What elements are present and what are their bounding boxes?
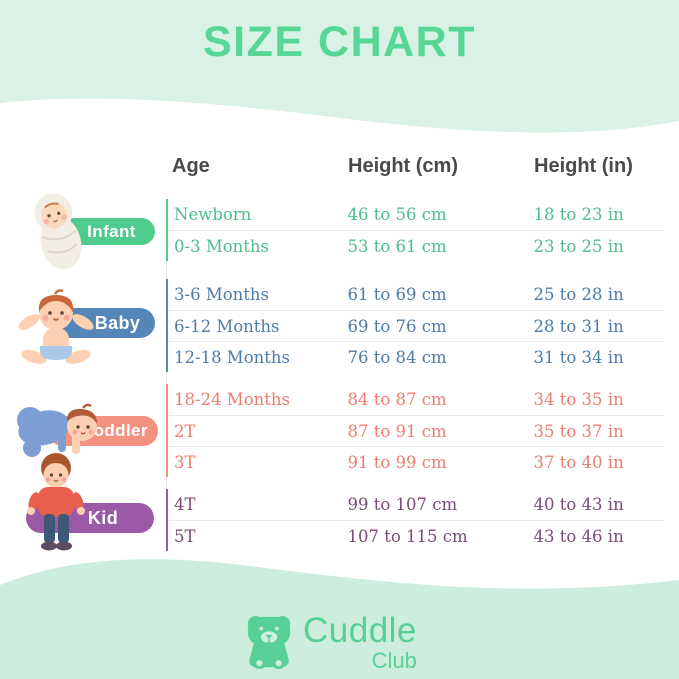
teddy-bear-icon xyxy=(247,615,291,669)
table-cell: 43 to 46 in xyxy=(533,526,624,546)
baby-badge-label: Baby xyxy=(94,312,141,333)
size-group-toddler: 18-24 Months 84 to 87 cm 34 to 35 in 2T 87 t… xyxy=(166,384,664,477)
table-row: 12-18 Months 76 to 84 cm 31 to 34 in xyxy=(168,341,664,372)
table-cell: 18-24 Months xyxy=(174,390,290,409)
column-header-height-in: Height (in) xyxy=(534,154,633,177)
table-cell: Newborn xyxy=(174,205,252,224)
table-header-row: Age Height (cm) Height (in) xyxy=(166,146,662,186)
size-group-kid: 4T 99 to 107 cm 40 to 43 in 5T 107 to 115 cm… xyxy=(166,489,664,551)
table-row: 0-3 Months 53 to 61 cm 23 to 25 in xyxy=(168,230,664,261)
table-cell: 35 to 37 in xyxy=(533,421,624,441)
table-cell: 25 to 28 in xyxy=(533,285,624,304)
table-row: 18-24 Months 84 to 87 cm 34 to 35 in xyxy=(168,384,664,415)
swaddled-infant-illustration xyxy=(34,193,82,270)
table-cell: 84 to 87 cm xyxy=(347,390,447,409)
table-cell: 46 to 56 cm xyxy=(347,205,447,224)
table-cell: 37 to 40 in xyxy=(533,452,624,472)
table-row: 6-12 Months 69 to 76 cm 28 to 31 in xyxy=(168,310,664,341)
brand-name: Cuddle Club xyxy=(303,613,417,672)
table-row: 3-6 Months 61 to 69 cm 25 to 28 in xyxy=(168,279,664,310)
table-cell: 3-6 Months xyxy=(174,285,269,304)
column-header-age: Age xyxy=(172,154,210,177)
brand-logo: Cuddle Club xyxy=(243,613,417,672)
table-cell: 23 to 25 in xyxy=(533,236,624,256)
table-cell: 87 to 91 cm xyxy=(347,421,447,441)
toddler-badge-label: Toddler xyxy=(84,421,148,440)
table-cell: 28 to 31 in xyxy=(533,316,624,336)
table-cell: 61 to 69 cm xyxy=(347,285,447,304)
table-cell: 40 to 43 in xyxy=(533,495,624,514)
table-cell: 4T xyxy=(174,495,196,514)
table-cell: 0-3 Months xyxy=(174,236,269,256)
table-cell: 107 to 115 cm xyxy=(347,526,468,546)
table-cell: 31 to 34 in xyxy=(533,347,624,367)
table-cell: 18 to 23 in xyxy=(533,205,624,224)
page-title: SIZE CHART xyxy=(203,18,476,66)
standing-kid-illustration xyxy=(27,453,85,551)
kid-badge-label: Kid xyxy=(87,507,119,528)
table-row: 4T 99 to 107 cm 40 to 43 in xyxy=(168,489,664,520)
table-cell: 99 to 107 cm xyxy=(347,495,458,514)
table-cell: 5T xyxy=(174,526,196,546)
infant-badge-label: Infant xyxy=(87,221,136,241)
table-cell: 6-12 Months xyxy=(174,316,280,336)
table-left-rule xyxy=(166,199,167,551)
column-header-height-cm: Height (cm) xyxy=(348,154,458,177)
crawling-toddler-illustration xyxy=(17,403,97,457)
table-row: Newborn 46 to 56 cm 18 to 23 in xyxy=(168,199,664,230)
size-group-infant: Newborn 46 to 56 cm 18 to 23 in 0-3 Months 5… xyxy=(166,199,664,261)
table-row: 5T 107 to 115 cm 43 to 46 in xyxy=(168,520,664,551)
table-cell: 2T xyxy=(174,421,196,441)
size-group-baby: 3-6 Months 61 to 69 cm 25 to 28 in 6-12 Mon… xyxy=(166,279,664,372)
table-row: 2T 87 to 91 cm 35 to 37 in xyxy=(168,415,664,446)
table-cell: 76 to 84 cm xyxy=(347,347,447,367)
table-cell: 3T xyxy=(174,452,196,472)
brand-name-secondary: Club xyxy=(371,648,417,673)
table-cell: 91 to 99 cm xyxy=(347,452,447,472)
brand-name-primary: Cuddle xyxy=(303,611,417,650)
table-cell: 53 to 61 cm xyxy=(347,236,447,256)
table-row: 3T 91 to 99 cm 37 to 40 in xyxy=(168,446,664,477)
table-cell: 69 to 76 cm xyxy=(347,316,447,336)
table-cell: 34 to 35 in xyxy=(533,390,624,409)
sitting-baby-illustration xyxy=(18,289,94,364)
table-cell: 12-18 Months xyxy=(174,347,290,367)
